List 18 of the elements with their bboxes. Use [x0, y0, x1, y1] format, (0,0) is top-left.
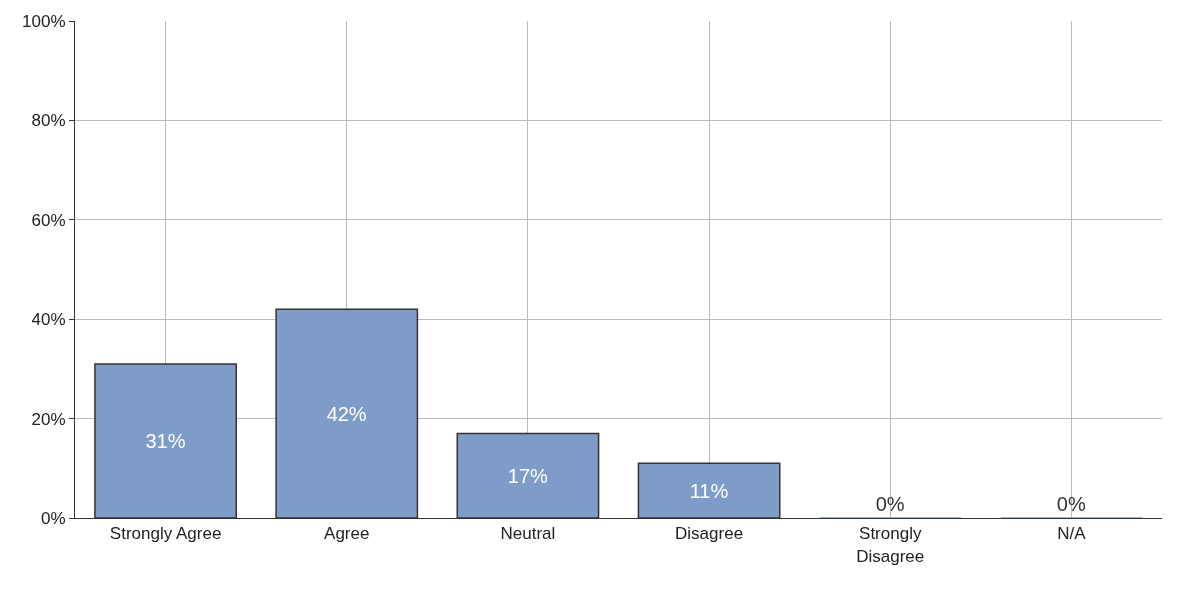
y-tick-label: 60% [31, 210, 66, 230]
x-tick-label: Neutral [500, 524, 556, 544]
data-label: 0% [875, 493, 905, 515]
x-tick-label: N/A [1057, 524, 1087, 544]
x-tick-label: Agree [324, 524, 370, 544]
y-tick-label: 40% [31, 310, 66, 330]
x-tick-label: Disagree [675, 524, 744, 544]
y-tick-label: 20% [31, 409, 66, 429]
data-label: 42% [326, 402, 367, 425]
data-label: 31% [145, 429, 186, 452]
data-label: 11% [689, 479, 729, 502]
y-tick-label: 100% [22, 11, 66, 31]
y-tick-label: 0% [41, 508, 66, 528]
x-tick-label: Strongly Disagree [856, 524, 925, 566]
x-tick-label: Strongly Agree [109, 524, 222, 544]
y-tick-label: 80% [31, 111, 66, 131]
data-label: 0% [1056, 493, 1086, 515]
data-label: 17% [507, 464, 549, 487]
